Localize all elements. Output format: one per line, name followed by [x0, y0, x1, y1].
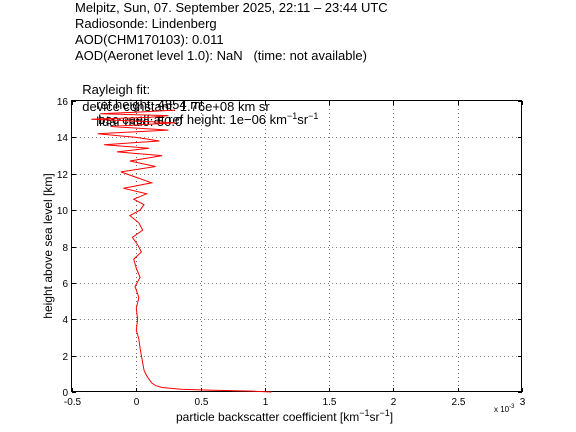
bsc-unit-sr: sr: [297, 112, 309, 127]
grid-lines: [72, 101, 522, 392]
y-tick-label: 16: [57, 97, 69, 108]
x-tick-label: 1.5: [323, 397, 337, 408]
bsc-unit-exp2: −1: [308, 111, 319, 121]
y-tick-label: 2: [62, 352, 68, 363]
y-tick-label: 6: [62, 279, 68, 290]
x-tick-label: 2: [391, 397, 397, 408]
header-line-2: Radiosonde: Lindenberg: [75, 16, 217, 31]
x-tick-label: 1: [263, 397, 269, 408]
header-line-3: AOD(CHM170103): 0.011: [75, 32, 224, 47]
y-tick-label: 10: [57, 206, 69, 217]
x-axis-label: particle backscatter coefficient [km−1sr…: [176, 408, 393, 424]
x-tick-label: 3: [520, 397, 526, 408]
x-tick-label: 0.5: [195, 397, 209, 408]
plot-frame: [71, 100, 522, 392]
x-tick-label: -0.5: [64, 397, 82, 408]
y-tick-label: 12: [57, 170, 69, 181]
rayleigh-label: Rayleigh fit:: [82, 82, 151, 97]
y-tick-label: 0: [62, 388, 68, 399]
header-line-4: AOD(Aeronet level 1.0): NaN (time: not a…: [75, 48, 367, 63]
backscatter-profile-line: [91, 109, 272, 393]
y-tick-label: 8: [62, 243, 68, 254]
header-line-1: Melpitz, Sun, 07. September 2025, 22:11 …: [75, 0, 388, 15]
x-tick-label: 2.5: [452, 397, 466, 408]
x-multiplier-label: x 10-3: [494, 404, 515, 414]
data-series: [91, 109, 272, 393]
y-tick-label: 4: [62, 315, 68, 326]
y-tick-label: 14: [57, 133, 69, 144]
bsc-unit-exp1: −1: [286, 111, 298, 121]
y-axis-label: height above sea level [km]: [41, 173, 55, 318]
x-tick-label: 0: [134, 397, 140, 408]
